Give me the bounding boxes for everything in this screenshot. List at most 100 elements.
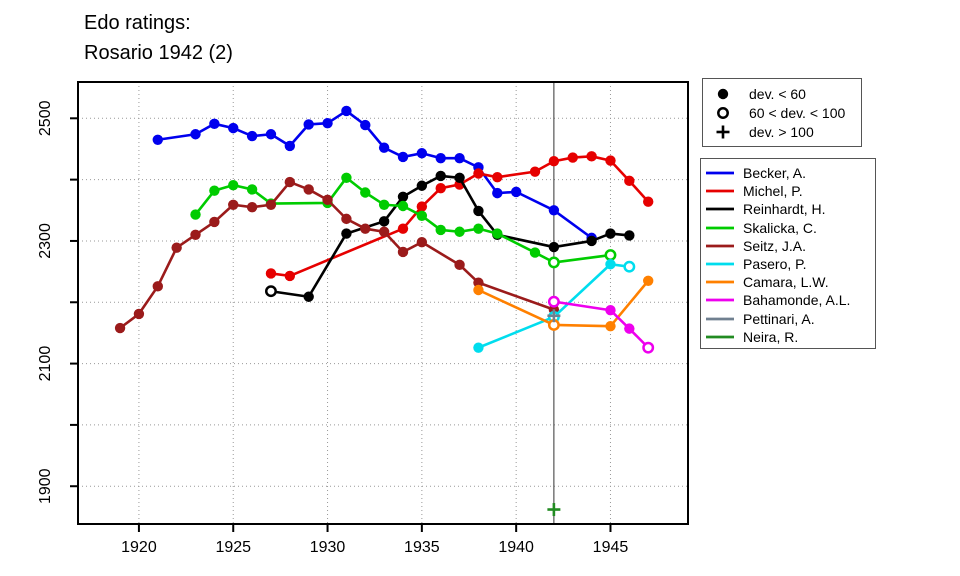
- series-legend-item: Camara, L.W.: [705, 273, 875, 291]
- legend-open-icon: [717, 106, 729, 119]
- data-point-filled: [209, 185, 220, 196]
- legend-line-swatch: [706, 171, 734, 175]
- data-point-filled: [360, 119, 371, 131]
- data-point-filled: [246, 184, 258, 195]
- series-pettinari-a-: [547, 309, 561, 323]
- marker-legend-item: dev. > 100: [711, 122, 861, 141]
- x-tick-label: 1945: [593, 539, 629, 556]
- data-point-filled: [416, 236, 428, 248]
- data-point-filled: [473, 342, 484, 353]
- data-point-filled: [548, 241, 560, 253]
- x-tick-label: 1930: [310, 539, 346, 556]
- data-point-filled: [548, 156, 560, 167]
- data-point-filled: [246, 130, 258, 142]
- data-point-open: [717, 106, 729, 119]
- data-point-filled: [284, 270, 296, 282]
- data-point-filled: [209, 118, 220, 130]
- data-point-filled: [624, 230, 635, 241]
- series-camara-l-w-: [473, 275, 654, 332]
- series-neira-r-: [547, 503, 561, 517]
- series-line: [552, 300, 650, 349]
- axes: 1920 1925 1930 1935 1940 1945 1900 2100 2300 2500: [37, 81, 689, 556]
- series-legend-label: Seitz, J.A.: [743, 237, 807, 254]
- series-legend-label: Michel, P.: [743, 183, 803, 200]
- legend-line-swatch: [706, 262, 734, 266]
- data-point-filled: [228, 179, 239, 191]
- data-point-filled: [303, 291, 314, 302]
- data-point-filled: [510, 186, 522, 198]
- series-michel-p-: [265, 151, 654, 282]
- series-legend-item: Pettinari, A.: [705, 310, 875, 328]
- data-point-open: [547, 295, 560, 308]
- data-point-filled: [303, 119, 314, 130]
- data-point-filled: [454, 152, 465, 164]
- series-legend-item: Skalicka, C.: [705, 219, 875, 237]
- data-point-filled: [586, 235, 597, 247]
- series-legend-item: Becker, A.: [705, 164, 875, 182]
- chart-title: Edo ratings: Rosario 1942 (2): [84, 8, 233, 68]
- legend-line-swatch: [706, 208, 734, 211]
- data-point-filled: [567, 152, 578, 163]
- data-point-filled: [341, 213, 352, 225]
- data-point-open: [265, 285, 277, 298]
- chart-title-line1: Edo ratings:: [84, 12, 191, 34]
- series-legend-label: Camara, L.W.: [743, 274, 829, 291]
- data-point-filled: [341, 105, 352, 117]
- data-point-filled: [717, 88, 729, 99]
- data-point-filled: [586, 151, 597, 162]
- series-line: [156, 109, 593, 240]
- data-point-filled: [454, 259, 465, 271]
- legend-line-swatch: [706, 280, 734, 284]
- data-point-filled: [435, 224, 446, 236]
- data-point-filled: [435, 152, 446, 164]
- legend-line-swatch: [706, 317, 734, 320]
- data-point-filled: [643, 275, 654, 287]
- data-point-filled: [284, 176, 296, 188]
- data-point-filled: [397, 191, 409, 202]
- data-point-filled: [360, 223, 371, 234]
- data-point-filled: [378, 226, 390, 237]
- data-point-filled: [228, 122, 239, 134]
- data-point-filled: [265, 199, 277, 210]
- legend-line-swatch: [706, 226, 734, 230]
- y-tick-label: 1900: [37, 468, 54, 504]
- data-point-filled: [209, 216, 220, 228]
- data-point-filled: [284, 140, 296, 152]
- y-tick-label: 2500: [37, 100, 54, 136]
- data-point-open: [623, 260, 636, 273]
- data-point-filled: [152, 281, 163, 292]
- marker-legend-item: dev. < 60: [711, 84, 861, 103]
- data-point-filled: [360, 187, 371, 198]
- series-legend-item: Pasero, P.: [705, 255, 875, 273]
- data-point-filled: [605, 305, 616, 316]
- data-point-filled: [322, 194, 333, 206]
- data-point-filled: [416, 201, 428, 212]
- marker-legend-label: dev. < 60: [749, 85, 806, 102]
- data-point-filled: [265, 268, 277, 279]
- data-point-filled: [605, 228, 616, 239]
- y-tick-label: 2100: [37, 346, 54, 382]
- data-point-filled: [265, 129, 277, 140]
- legend-filled-icon: [717, 88, 729, 99]
- data-point-filled: [397, 151, 409, 163]
- series-legend: Becker, A. Michel, P. Reinhardt, H. Skalick…: [700, 158, 876, 349]
- marker-legend-label: 60 < dev. < 100: [749, 104, 846, 121]
- data-point-filled: [605, 155, 616, 166]
- y-tick-label: 2300: [37, 223, 54, 259]
- series-legend-label: Neira, R.: [743, 328, 799, 345]
- series-legend-item: Reinhardt, H.: [705, 200, 875, 218]
- data-point-filled: [548, 205, 560, 216]
- legend-line-swatch: [706, 189, 734, 193]
- data-point-filled: [454, 226, 465, 237]
- plot-box: [77, 81, 689, 525]
- data-point-filled: [397, 200, 409, 212]
- data-point-filled: [492, 187, 503, 199]
- series-reinhardt-h-: [265, 170, 635, 302]
- data-point-filled: [303, 184, 314, 195]
- data-point-filled: [378, 199, 390, 210]
- data-point-filled: [228, 199, 239, 210]
- series-legend-label: Skalicka, C.: [743, 219, 817, 236]
- series-legend-label: Bahamonde, A.L.: [743, 292, 851, 309]
- legend-plus-icon: [716, 125, 730, 138]
- x-tick-label: 1920: [121, 539, 157, 556]
